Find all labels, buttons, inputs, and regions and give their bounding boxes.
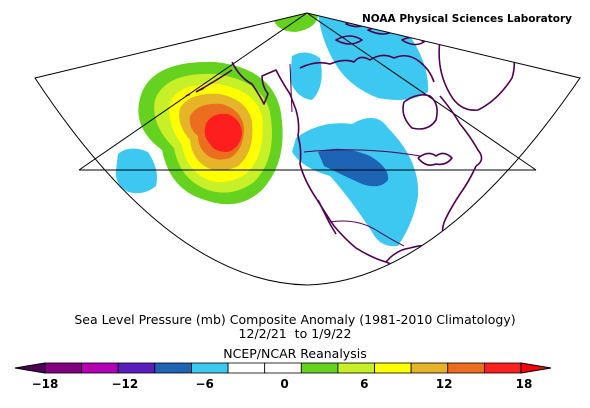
colorbar-swatch bbox=[264, 362, 302, 374]
alaska-canada-border bbox=[289, 63, 293, 113]
great-lakes bbox=[417, 152, 453, 166]
colorbar-swatch bbox=[483, 362, 522, 374]
colorbar-tick-label: −6 bbox=[195, 377, 214, 391]
political-borders bbox=[289, 63, 421, 247]
colorbar-swatch bbox=[410, 362, 449, 374]
anomaly-shading bbox=[115, 14, 429, 247]
colorbar-tick-label: 18 bbox=[515, 377, 533, 391]
high-green-lobe-north bbox=[272, 14, 318, 32]
pacific-low bbox=[115, 148, 157, 194]
hudson-bay bbox=[402, 94, 438, 130]
alaska-coast bbox=[231, 61, 300, 137]
colorbar-swatch bbox=[300, 362, 339, 374]
credit-label: NOAA Physical Sciences Laboratory bbox=[362, 13, 573, 25]
greenland bbox=[438, 32, 516, 111]
region-box-east bbox=[306, 12, 537, 171]
high-core bbox=[204, 113, 242, 152]
data-source: NCEP/NCAR Reanalysis bbox=[223, 346, 367, 361]
colorbar-swatch bbox=[447, 362, 485, 374]
colorbar-low-arrow bbox=[14, 362, 46, 374]
arctic-low-west bbox=[290, 52, 322, 100]
colorbar-swatch bbox=[117, 362, 156, 374]
gulf-coast bbox=[385, 244, 439, 263]
colorbar-swatch bbox=[337, 362, 375, 374]
colorbar-swatch bbox=[227, 362, 266, 374]
colorbar-tick-label: −18 bbox=[31, 377, 59, 391]
map-frame bbox=[34, 12, 581, 286]
west-low-core bbox=[318, 148, 389, 187]
baja bbox=[317, 199, 337, 235]
colorbar bbox=[14, 362, 552, 374]
map-title: Sea Level Pressure (mb) Composite Anomal… bbox=[74, 312, 516, 327]
colorbar-tick-label: −12 bbox=[111, 377, 139, 391]
colorbar-swatch bbox=[191, 362, 229, 374]
colorbar-swatch bbox=[154, 362, 192, 374]
florida bbox=[437, 239, 449, 267]
colorbar-tick-label: 0 bbox=[280, 377, 289, 391]
date-range: 12/2/21 to 1/9/22 bbox=[238, 326, 352, 341]
aleutians bbox=[185, 69, 233, 97]
colorbar-swatch bbox=[374, 362, 412, 374]
colorbar-swatch bbox=[81, 362, 119, 374]
arctic-coast bbox=[299, 54, 435, 83]
colorbar-tick-label: 6 bbox=[360, 377, 369, 391]
east-coast bbox=[439, 165, 477, 263]
colorbar-swatch bbox=[44, 362, 83, 374]
hawaii bbox=[167, 231, 183, 245]
west-low bbox=[292, 117, 419, 247]
region-box-west bbox=[78, 12, 308, 171]
colorbar-high-arrow bbox=[520, 362, 552, 374]
colorbar-tick-label: 12 bbox=[435, 377, 453, 391]
labrador-coast bbox=[439, 95, 483, 167]
us-canada-border bbox=[303, 149, 421, 157]
us-mexico-border bbox=[329, 220, 405, 247]
